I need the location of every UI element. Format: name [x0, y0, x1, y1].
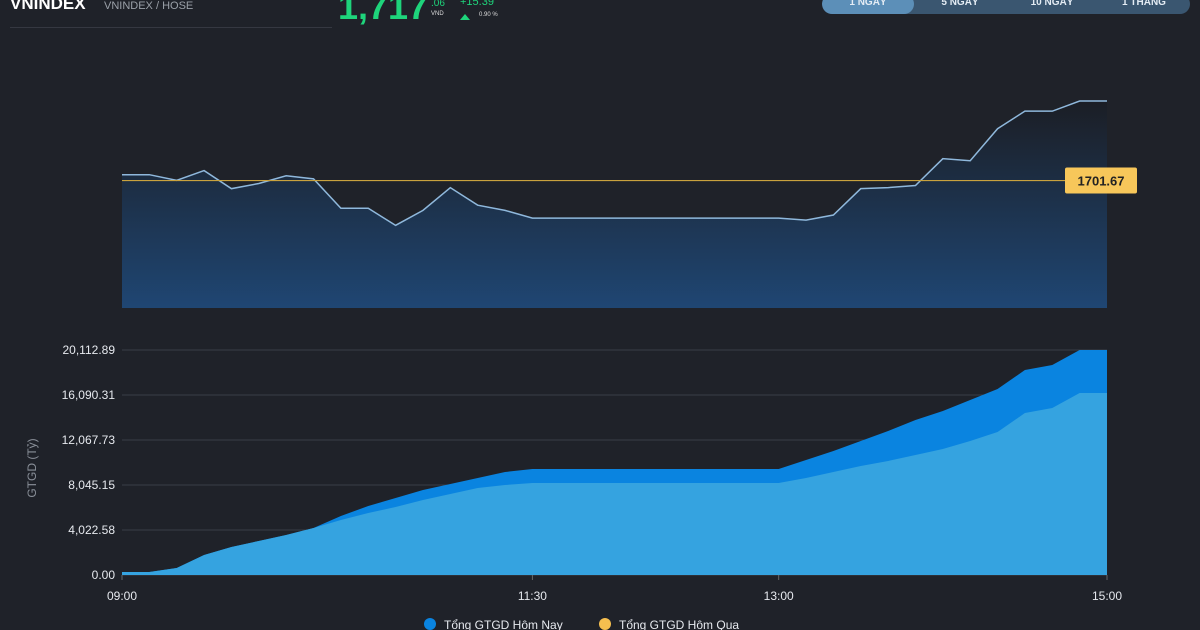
tab[interactable]: 5 NGÀY — [941, 0, 979, 8]
divider — [10, 27, 332, 28]
legend-marker — [599, 618, 611, 630]
legend-marker — [424, 618, 436, 630]
y-tick-label: 8,045.15 — [68, 478, 115, 492]
y-tick-label: 0.00 — [92, 568, 116, 582]
y-tick-label: 20,112.89 — [63, 343, 116, 357]
x-tick-label: 13:00 — [764, 589, 794, 603]
index-title: VNINDEX — [10, 0, 86, 13]
price: 1,717 — [338, 0, 429, 27]
change: +15.39 — [460, 0, 494, 8]
x-tick-label: 11:30 — [518, 589, 547, 603]
y-tick-label: 4,022.58 — [68, 523, 115, 537]
y-axis-label: GTGD (Tỷ) — [25, 438, 39, 497]
tab[interactable]: 1 THÁNG — [1122, 0, 1166, 8]
area — [122, 393, 1107, 575]
x-tick-label: 15:00 — [1092, 589, 1122, 603]
price-decimal: .06 — [431, 0, 445, 9]
index-subtitle: VNINDEX / HOSE — [104, 0, 194, 12]
reference-badge — [1065, 167, 1137, 194]
tab[interactable]: 1 NGÀY — [822, 0, 914, 14]
range-tabs: 1 NGÀY 5 NGÀY 10 NGÀY 1 THÁNG — [822, 0, 1190, 14]
change-pct: 0.90 % — [479, 12, 498, 18]
up-arrow — [460, 14, 470, 20]
legend-label: Tổng GTGD Hôm Nay — [444, 618, 563, 630]
legend-label: Tổng GTGD Hôm Qua — [619, 618, 739, 630]
currency: VND — [431, 11, 444, 17]
tab[interactable]: 10 NGÀY — [1030, 0, 1074, 8]
y-tick-label: 12,067.73 — [62, 433, 116, 447]
x-tick-label: 09:00 — [107, 589, 137, 603]
y-tick-label: 16,090.31 — [62, 388, 116, 402]
reference-label: 1701.67 — [1078, 174, 1125, 189]
price-line — [122, 100, 1107, 227]
price-area — [122, 101, 1107, 308]
